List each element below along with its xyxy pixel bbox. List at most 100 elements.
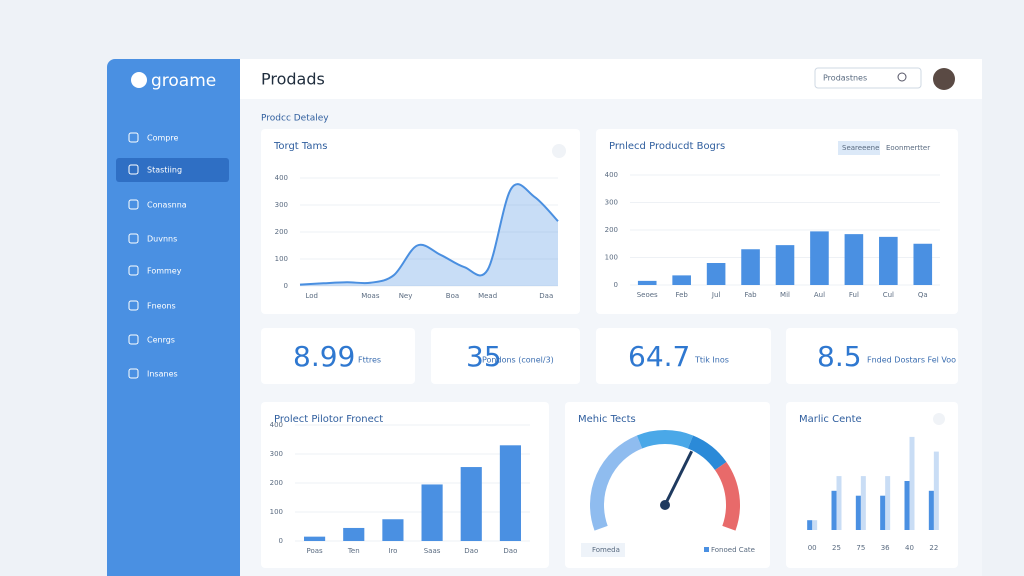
- line: [299, 183, 559, 286]
- x-tick-label: Ney: [399, 292, 413, 300]
- x-tick-label: Dao: [503, 547, 517, 555]
- nav-item[interactable]: Fommey: [147, 267, 182, 276]
- tab-label[interactable]: Seareeene: [842, 144, 879, 152]
- search-icon[interactable]: [897, 72, 907, 82]
- x-tick-label: Fab: [744, 291, 757, 299]
- bar: [304, 536, 326, 541]
- x-tick-label: 36: [881, 544, 890, 552]
- y-tick-label: 400: [605, 171, 618, 179]
- y-tick-label: 300: [605, 199, 618, 207]
- tab[interactable]: [838, 141, 880, 155]
- bar: [844, 234, 864, 285]
- nav-item[interactable]: Cenrgs: [147, 336, 175, 345]
- nav-item[interactable]: Duvnns: [147, 235, 177, 244]
- nav-item[interactable]: Stastiing: [147, 166, 182, 175]
- bar: [880, 495, 886, 530]
- x-tick-label: Jul: [711, 291, 721, 299]
- bar: [933, 451, 939, 530]
- stat-value: 35: [466, 340, 502, 373]
- x-tick-label: Mead: [478, 292, 497, 300]
- nav-icon: [128, 368, 139, 379]
- y-tick-label: 100: [270, 508, 283, 516]
- x-tick-label: Aul: [814, 291, 825, 299]
- y-tick-label: 200: [605, 226, 618, 234]
- search-box[interactable]: [814, 67, 922, 89]
- x-tick-label: 25: [832, 544, 841, 552]
- page-title: Prodads: [261, 70, 325, 89]
- stat-value: 8.5: [817, 340, 862, 373]
- panel-button[interactable]: [933, 413, 945, 425]
- bar: [637, 280, 657, 285]
- y-tick-label: 100: [605, 254, 618, 262]
- bar: [885, 476, 891, 530]
- bar: [741, 249, 760, 285]
- x-tick-label: 00: [808, 544, 817, 552]
- panel-button[interactable]: [552, 144, 566, 158]
- bar: [382, 519, 404, 541]
- bar: [909, 436, 915, 530]
- x-tick-label: Poas: [306, 547, 323, 555]
- bar: [706, 263, 726, 285]
- y-tick-label: 100: [275, 255, 288, 263]
- nav-icon: [128, 199, 139, 210]
- x-tick-label: Dao: [464, 547, 478, 555]
- panel-title: Prnlecd Producdt Bogrs: [609, 141, 725, 152]
- avatar[interactable]: [933, 68, 955, 90]
- legend-label: Fomeda: [592, 546, 620, 554]
- panel: [786, 328, 958, 384]
- x-tick-label: Ten: [347, 547, 360, 555]
- sidebar: [107, 59, 240, 576]
- y-tick-label: 300: [270, 450, 283, 458]
- y-tick-label: 0: [279, 537, 283, 545]
- nav-icon: [128, 334, 139, 345]
- stat-value: 64.7: [628, 340, 690, 373]
- x-tick-label: Seoes: [637, 291, 658, 299]
- x-tick-label: Lod: [305, 292, 318, 300]
- panel: [431, 328, 580, 384]
- panel-title: Mehic Tects: [578, 414, 636, 425]
- legend-box: [581, 543, 625, 557]
- legend-swatch: [704, 547, 709, 552]
- nav-item[interactable]: Fneons: [147, 302, 176, 311]
- bar: [812, 520, 818, 530]
- bar: [775, 245, 795, 285]
- bar: [860, 476, 866, 530]
- bar: [913, 243, 933, 285]
- y-tick-label: 400: [275, 174, 288, 182]
- y-tick-label: 300: [275, 201, 288, 209]
- stat-label: Fnded Dostars Fel Voo: [867, 356, 956, 365]
- panel-title: Marlic Cente: [799, 414, 862, 425]
- gauge-segment: [590, 435, 643, 531]
- panel: [261, 129, 580, 314]
- tab-label[interactable]: Eoonmertter: [886, 144, 930, 152]
- nav-active: [116, 158, 229, 182]
- y-tick-label: 0: [284, 282, 288, 290]
- legend-label: Fonoed Cate: [711, 546, 755, 554]
- nav-icon: [128, 164, 139, 175]
- panel: [596, 328, 771, 384]
- panel: [565, 402, 770, 568]
- x-tick-label: Feb: [675, 291, 688, 299]
- gauge-segment: [714, 461, 740, 531]
- stat-label: Pondons (conel/3): [482, 356, 554, 365]
- panel-title: Torgt Tams: [273, 141, 327, 152]
- nav-item[interactable]: Insanes: [147, 370, 178, 379]
- bar: [343, 527, 365, 541]
- x-tick-label: Mil: [780, 291, 790, 299]
- bar: [836, 476, 842, 530]
- panel: [596, 129, 958, 314]
- x-tick-label: 75: [856, 544, 865, 552]
- nav-item[interactable]: Compre: [147, 134, 178, 143]
- bar: [421, 484, 443, 541]
- panel: [786, 402, 958, 568]
- bar: [460, 467, 482, 541]
- gauge-segment: [687, 435, 727, 471]
- nav-item[interactable]: Conasnna: [147, 201, 187, 210]
- x-tick-label: Ful: [849, 291, 859, 299]
- bar: [904, 481, 910, 530]
- gauge-needle: [663, 450, 694, 506]
- stat-label: Fttres: [358, 356, 381, 365]
- nav-icon: [128, 265, 139, 276]
- x-tick-label: Qa: [918, 291, 928, 299]
- x-tick-label: Moas: [361, 292, 380, 300]
